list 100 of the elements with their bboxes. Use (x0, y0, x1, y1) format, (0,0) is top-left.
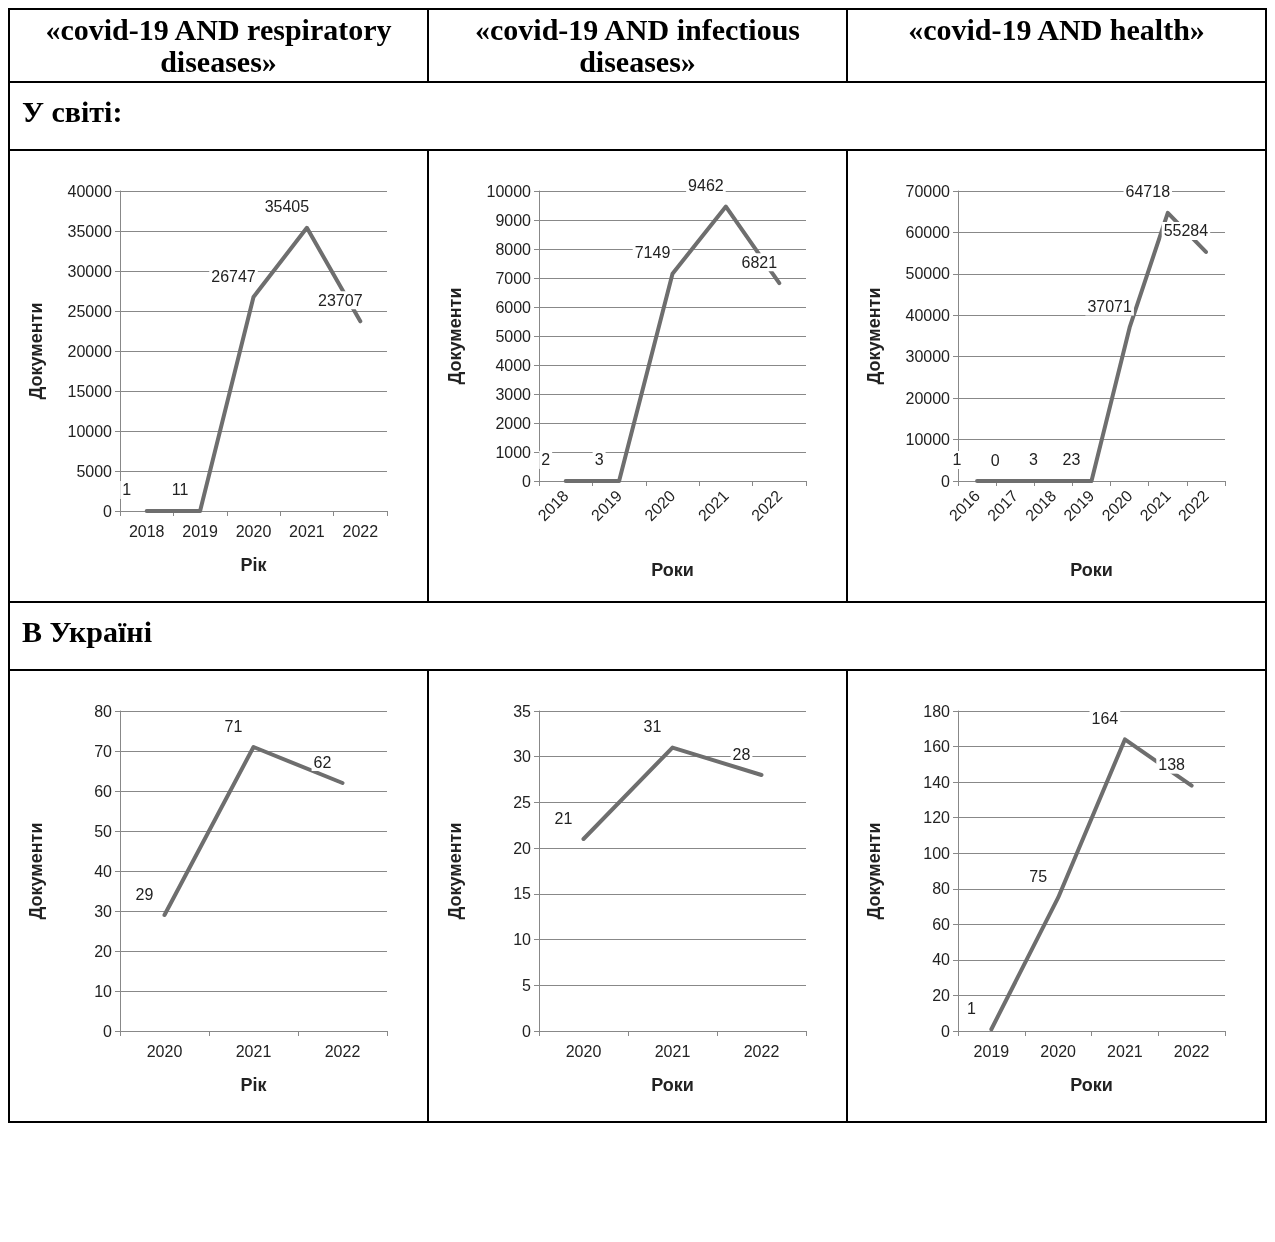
y-tick-label: 5000 (76, 462, 113, 480)
x-tick-label: 2020 (146, 1042, 183, 1060)
data-label: 28 (732, 745, 751, 763)
y-tick-label: 9000 (495, 211, 532, 229)
y-axis-title: Документи (445, 822, 465, 920)
x-tick-label: 2022 (342, 522, 379, 540)
data-label: 23 (1062, 451, 1081, 469)
data-label: 1 (952, 451, 962, 469)
y-tick-label: 0 (103, 1022, 113, 1040)
y-tick-label: 0 (522, 1022, 532, 1040)
y-tick-label: 2000 (495, 414, 532, 432)
chart-subtitle: У світі: (9, 82, 1266, 150)
y-tick-label: 0 (522, 472, 532, 490)
y-tick-label: 10000 (67, 422, 113, 440)
data-label: 1 (966, 999, 976, 1017)
y-tick-label: 15000 (67, 382, 113, 400)
y-tick-label: 70 (94, 742, 113, 760)
y-tick-label: 5000 (495, 327, 532, 345)
x-tick-label: 2021 (235, 1042, 272, 1060)
y-tick-label: 20000 (905, 389, 951, 407)
data-label: 35405 (264, 198, 310, 216)
y-tick-label: 160 (923, 738, 951, 756)
data-label: 75 (1029, 868, 1048, 886)
x-axis-title: Роки (1070, 560, 1113, 580)
y-tick-label: 70000 (905, 182, 951, 200)
y-tick-label: 100 (923, 844, 951, 862)
x-tick-label: 2022 (324, 1042, 361, 1060)
y-tick-label: 0 (941, 472, 951, 490)
data-label: 31 (643, 718, 662, 736)
x-tick-label: 2022 (1173, 1042, 1210, 1060)
x-tick-label: 2021 (654, 1042, 691, 1060)
y-tick-label: 60000 (905, 223, 951, 241)
y-tick-label: 40 (94, 862, 113, 880)
data-label: 9462 (688, 177, 724, 195)
y-tick-label: 7000 (495, 269, 532, 287)
data-label: 55284 (1163, 222, 1209, 240)
y-tick-label: 60 (94, 782, 113, 800)
y-axis-title: Документи (864, 822, 884, 920)
y-tick-label: 0 (103, 502, 113, 520)
y-tick-label: 50000 (905, 265, 951, 283)
y-tick-label: 30 (513, 748, 532, 766)
data-label: 2 (541, 451, 551, 469)
x-tick-label: 2019 (973, 1042, 1010, 1060)
y-tick-label: 15 (513, 885, 532, 903)
data-label: 37071 (1087, 297, 1132, 315)
y-tick-label: 10 (513, 931, 532, 949)
data-label: 11 (171, 481, 189, 499)
y-tick-label: 140 (923, 773, 951, 791)
y-tick-label: 80 (932, 880, 951, 898)
data-label: 3 (1028, 451, 1038, 469)
y-tick-label: 30 (94, 902, 113, 920)
chart-title: «covid-19 AND health» (847, 9, 1266, 82)
y-tick-label: 0 (941, 1022, 951, 1040)
data-label: 0 (990, 451, 1000, 469)
y-axis-title: Документи (26, 302, 46, 400)
chart-subtitle: В Україні (9, 602, 1266, 670)
x-axis-title: Роки (651, 1075, 694, 1095)
y-tick-label: 35 (513, 702, 532, 720)
y-tick-label: 120 (923, 809, 951, 827)
x-axis-title: Роки (651, 560, 694, 580)
y-tick-label: 40000 (67, 182, 113, 200)
y-tick-label: 20 (513, 839, 532, 857)
x-axis-title: Рік (240, 555, 268, 575)
data-label: 62 (313, 753, 332, 771)
y-tick-label: 50 (94, 822, 113, 840)
y-tick-label: 10000 (905, 431, 951, 449)
x-tick-label: 2019 (182, 522, 218, 540)
y-tick-label: 10000 (486, 182, 532, 200)
data-label: 7149 (634, 244, 671, 262)
y-axis-title: Документи (445, 287, 465, 385)
y-tick-label: 35000 (67, 222, 113, 240)
chart-title: «covid-19 AND infectious diseases» (428, 9, 847, 82)
y-tick-label: 8000 (495, 240, 532, 258)
data-label: 138 (1158, 756, 1186, 774)
y-tick-label: 25 (513, 793, 532, 811)
y-tick-label: 4000 (495, 356, 532, 374)
y-tick-label: 180 (923, 702, 951, 720)
y-tick-label: 30000 (905, 348, 951, 366)
y-tick-label: 40 (932, 951, 951, 969)
x-tick-label: 2018 (128, 522, 165, 540)
y-tick-label: 20 (932, 986, 951, 1004)
y-tick-label: 80 (94, 702, 113, 720)
data-label: 29 (135, 885, 154, 903)
data-label: 26747 (211, 267, 256, 285)
x-tick-label: 2020 (235, 522, 272, 540)
x-tick-label: 2020 (565, 1042, 602, 1060)
y-tick-label: 60 (932, 915, 951, 933)
y-tick-label: 1000 (495, 443, 532, 461)
x-tick-label: 2022 (743, 1042, 780, 1060)
data-label: 64718 (1125, 183, 1171, 201)
y-tick-label: 6000 (495, 298, 532, 316)
x-tick-label: 2021 (1107, 1042, 1143, 1060)
data-label: 23707 (318, 291, 363, 309)
x-tick-label: 2020 (1040, 1042, 1077, 1060)
y-axis-title: Документи (864, 287, 884, 385)
x-axis-title: Роки (1070, 1075, 1113, 1095)
data-label: 1 (122, 481, 132, 499)
data-label: 3 (594, 451, 604, 469)
data-label: 21 (554, 809, 573, 827)
chart-title: «covid-19 AND respiratory diseases» (9, 9, 428, 82)
